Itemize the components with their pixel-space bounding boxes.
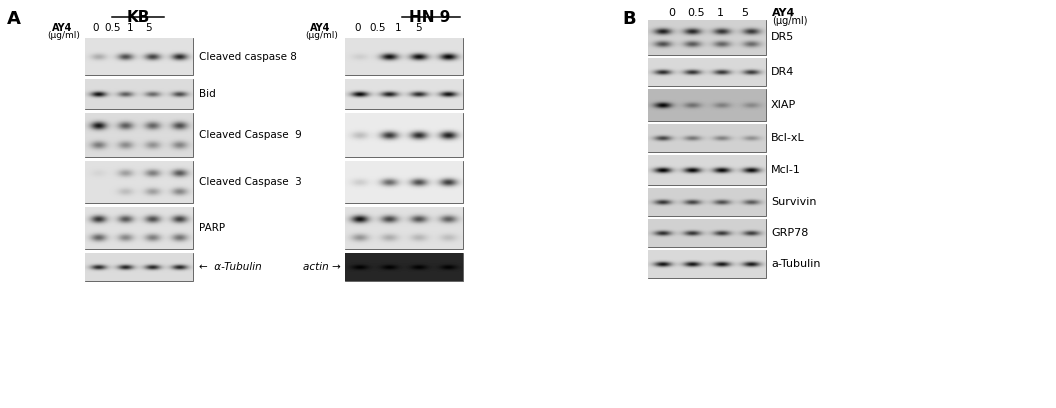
Text: 5: 5 <box>741 8 749 18</box>
Text: (μg/ml): (μg/ml) <box>48 31 80 40</box>
Text: 0: 0 <box>93 23 99 33</box>
Text: 0.5: 0.5 <box>105 23 121 33</box>
Text: DR5: DR5 <box>771 33 794 42</box>
Text: 5: 5 <box>415 23 421 33</box>
Text: AY4: AY4 <box>52 23 73 33</box>
Text: HN 9: HN 9 <box>410 10 451 25</box>
Bar <box>648 89 766 121</box>
Text: Mcl-1: Mcl-1 <box>771 165 800 175</box>
Text: A: A <box>7 10 21 28</box>
Bar <box>84 79 193 109</box>
Text: 0: 0 <box>355 23 361 33</box>
Text: (μg/ml): (μg/ml) <box>772 16 808 26</box>
Text: Survivin: Survivin <box>771 197 816 207</box>
Bar <box>648 250 766 278</box>
Bar <box>84 113 193 157</box>
Bar <box>84 38 193 75</box>
Bar <box>648 20 766 55</box>
Bar <box>345 113 463 157</box>
Text: PARP: PARP <box>199 223 225 233</box>
Text: Cleaved caspase 8: Cleaved caspase 8 <box>199 51 297 62</box>
Bar <box>648 155 766 185</box>
Text: 0.5: 0.5 <box>687 8 704 18</box>
Text: 0: 0 <box>668 8 676 18</box>
Bar <box>648 219 766 247</box>
Text: Cleaved Caspase  3: Cleaved Caspase 3 <box>199 177 302 187</box>
Bar <box>345 161 463 203</box>
Text: a-Tubulin: a-Tubulin <box>771 259 821 269</box>
Text: 1: 1 <box>127 23 133 33</box>
Text: AY4: AY4 <box>310 23 331 33</box>
Bar <box>648 188 766 216</box>
Text: 1: 1 <box>395 23 401 33</box>
Text: Cleaved Caspase  9: Cleaved Caspase 9 <box>199 130 302 140</box>
Text: AY4: AY4 <box>772 8 795 18</box>
Bar <box>345 207 463 249</box>
Text: Bid: Bid <box>199 89 215 99</box>
Bar <box>345 253 463 281</box>
Bar <box>84 161 193 203</box>
Bar <box>648 58 766 86</box>
Bar <box>84 253 193 281</box>
Text: 1: 1 <box>717 8 723 18</box>
Bar <box>345 38 463 75</box>
Text: Bcl-xL: Bcl-xL <box>771 133 805 143</box>
Bar <box>84 207 193 249</box>
Bar <box>648 124 766 152</box>
Text: GRP78: GRP78 <box>771 228 809 238</box>
Text: 0.5: 0.5 <box>370 23 386 33</box>
Text: XIAP: XIAP <box>771 100 796 110</box>
Bar <box>345 79 463 109</box>
Text: (μg/ml): (μg/ml) <box>305 31 338 40</box>
Text: KB: KB <box>127 10 150 25</box>
Text: B: B <box>622 10 636 28</box>
Text: 5: 5 <box>146 23 152 33</box>
Text: ←  α-Tubulin: ← α-Tubulin <box>199 262 262 272</box>
Text: DR4: DR4 <box>771 67 794 77</box>
Text: actin →: actin → <box>303 262 341 272</box>
